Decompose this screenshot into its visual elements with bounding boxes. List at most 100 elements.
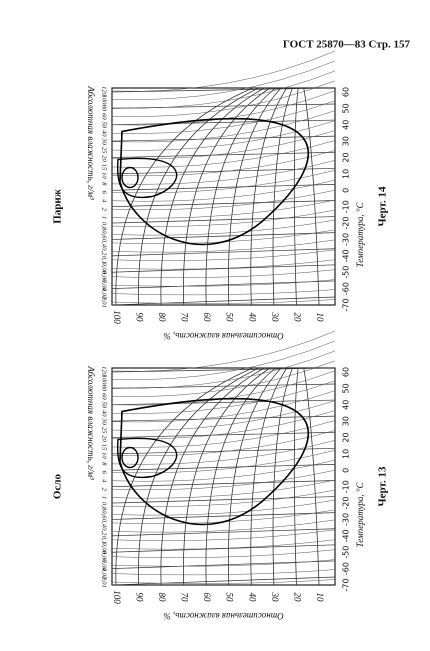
abs-humidity-line bbox=[111, 299, 336, 304]
temperature-tick-label: -50 bbox=[342, 266, 351, 279]
temperature-grid-line bbox=[111, 296, 336, 306]
chart-frame bbox=[111, 367, 336, 586]
temperature-grid-line bbox=[111, 480, 336, 488]
abs-humidity-tick-label: 0,2 bbox=[101, 527, 108, 536]
temperature-tick-label: 60 bbox=[342, 87, 351, 97]
temperature-tick-label: -50 bbox=[342, 546, 351, 559]
abs-humidity-line bbox=[111, 269, 336, 278]
temperature-grid-line bbox=[111, 399, 336, 406]
abs-humidity-tick-label: 6 bbox=[101, 191, 108, 195]
abs-humidity-tick-label: 2 bbox=[101, 488, 108, 492]
psychrometric-chart bbox=[111, 330, 336, 586]
temperature-grid-line bbox=[111, 415, 336, 422]
abs-humidity-tick-label: 0,4 bbox=[101, 519, 108, 528]
temperature-grid-line bbox=[111, 512, 336, 520]
rel-humidity-curve bbox=[115, 367, 254, 586]
abs-humidity-line bbox=[111, 360, 336, 397]
temperature-grid-line bbox=[111, 200, 336, 208]
abs-humidity-tick-label: 10 bbox=[101, 452, 108, 459]
rel-humidity-curve bbox=[138, 367, 259, 586]
rel-humidity-tick-label: 90 bbox=[134, 593, 144, 603]
temperature-grid-line bbox=[111, 528, 336, 537]
abs-humidity-tick-label: 100 bbox=[101, 375, 108, 386]
abs-humidity-line bbox=[111, 289, 336, 296]
abs-humidity-line bbox=[111, 229, 336, 244]
rel-humidity-tick-label: 40 bbox=[247, 313, 257, 323]
rel-humidity-tick-label: 30 bbox=[270, 592, 280, 603]
abs-humidity-tick-label: 0,08 bbox=[101, 543, 108, 555]
temperature-grid-line bbox=[111, 216, 336, 224]
rel-humidity-curve bbox=[272, 87, 293, 306]
abs-humidity-tick-label: 8 bbox=[101, 182, 108, 186]
abs-humidity-tick-label: 0,8 bbox=[101, 222, 108, 231]
temperature-tick-label: 40 bbox=[342, 120, 351, 130]
abs-humidity-line bbox=[111, 549, 336, 558]
temperature-tick-label: -10 bbox=[342, 480, 351, 493]
abs-humidity-line bbox=[111, 579, 336, 584]
abs-humidity-tick-label: 8 bbox=[101, 462, 108, 466]
abs-humidity-line bbox=[111, 430, 336, 457]
abs-humidity-tick-label: 40 bbox=[101, 410, 108, 417]
abs-humidity-tick-label: 1 bbox=[101, 216, 108, 219]
abs-humidity-line bbox=[111, 450, 336, 474]
abs-humidity-line bbox=[111, 529, 336, 541]
abs-humidity-line bbox=[111, 219, 336, 236]
temperature-grid-line bbox=[111, 103, 336, 109]
rel-humidity-tick-label: 20 bbox=[292, 313, 302, 323]
abs-humidity-line bbox=[111, 50, 336, 92]
abs-humidity-tick-label: 120 bbox=[101, 366, 108, 377]
abs-humidity-line bbox=[111, 179, 336, 202]
abs-humidity-line bbox=[111, 150, 336, 177]
abs-humidity-line bbox=[111, 559, 336, 567]
abs-humidity-tick-label: 25 bbox=[101, 147, 108, 154]
abs-humidity-tick-label: 50 bbox=[101, 122, 108, 129]
climate-envelope-core bbox=[121, 166, 139, 189]
abs-humidity-line bbox=[111, 259, 336, 270]
abs-humidity-line bbox=[111, 340, 336, 381]
abs-humidity-tick-label: 80 bbox=[101, 105, 108, 112]
abs-humidity-tick-label: 120 bbox=[101, 86, 108, 97]
abs-humidity-tick-label: 10 bbox=[101, 172, 108, 179]
abs-humidity-axis-label: Абсолютная влажность, г/м³ bbox=[86, 85, 96, 200]
abs-humidity-line bbox=[111, 509, 336, 524]
climate-envelope-core bbox=[121, 446, 139, 469]
abs-humidity-line bbox=[111, 80, 336, 117]
abs-humidity-axis-label: Абсолютная влажность, г/м³ bbox=[86, 365, 96, 480]
abs-humidity-tick-label: 20 bbox=[101, 155, 108, 162]
rel-humidity-tick-label: 20 bbox=[292, 593, 302, 603]
abs-humidity-line bbox=[111, 380, 336, 414]
rel-humidity-curve bbox=[160, 367, 265, 586]
abs-humidity-tick-label: 100 bbox=[101, 95, 108, 106]
rel-humidity-axis-label: Относительная влажность, % bbox=[163, 331, 284, 341]
abs-humidity-line bbox=[111, 189, 336, 210]
rel-humidity-tick-label: 50 bbox=[225, 313, 235, 323]
rel-humidity-curve bbox=[205, 87, 276, 306]
temperature-tick-label: 60 bbox=[342, 367, 351, 377]
psychrometric-chart bbox=[111, 50, 336, 306]
rel-humidity-tick-label: 10 bbox=[315, 313, 325, 323]
abs-humidity-line bbox=[111, 390, 336, 423]
temperature-tick-label: 50 bbox=[342, 103, 351, 113]
abs-humidity-tick-label: 0,06 bbox=[101, 271, 108, 283]
rel-humidity-tick-label: 80 bbox=[157, 313, 167, 323]
temperature-tick-label: -30 bbox=[342, 513, 351, 526]
rel-humidity-tick-label: 60 bbox=[202, 593, 212, 603]
rel-humidity-curve bbox=[138, 87, 259, 306]
rel-humidity-curve bbox=[227, 87, 282, 306]
climate-envelope-outer bbox=[119, 117, 310, 246]
figure-caption: Черт. 13 bbox=[377, 466, 389, 507]
temperature-tick-label: -20 bbox=[342, 497, 351, 510]
temperature-grid-line bbox=[111, 383, 336, 389]
abs-humidity-tick-label: 30 bbox=[101, 417, 108, 425]
abs-humidity-tick-label: 0,04 bbox=[101, 279, 108, 291]
rel-humidity-tick-label: 30 bbox=[270, 312, 280, 323]
abs-humidity-tick-label: 0,8 bbox=[101, 502, 108, 511]
abs-humidity-tick-label: 0,08 bbox=[101, 263, 108, 275]
abs-humidity-line bbox=[111, 400, 336, 431]
temperature-grid-line bbox=[111, 544, 336, 553]
abs-humidity-tick-label: 50 bbox=[101, 402, 108, 409]
abs-humidity-tick-label: 4 bbox=[101, 479, 108, 483]
abs-humidity-line bbox=[111, 100, 336, 134]
abs-humidity-line bbox=[111, 440, 336, 465]
abs-humidity-tick-label: 0,06 bbox=[101, 551, 108, 563]
